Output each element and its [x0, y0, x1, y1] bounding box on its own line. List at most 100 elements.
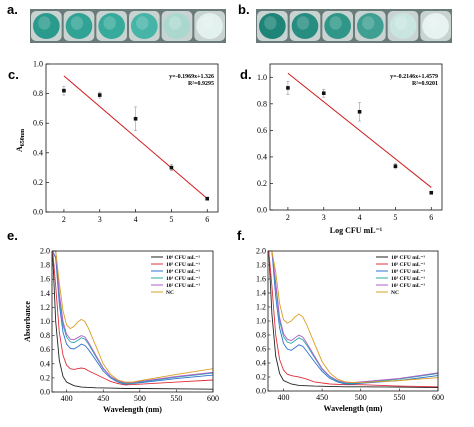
- well-highlight: [394, 16, 408, 30]
- x-tick-label: 600: [432, 393, 444, 402]
- well-highlight: [201, 16, 214, 30]
- y-tick-label: 0.6: [33, 119, 43, 128]
- data-point: [357, 109, 362, 114]
- x-tick-label: 550: [170, 394, 182, 403]
- y-tick-label: 0.0: [256, 387, 266, 396]
- plot-frame: [51, 250, 214, 393]
- well-highlight: [296, 16, 310, 30]
- chart-c: 0.0 0.2 0.4 0.6 0.8 1.0 2 3 4 5 6 y=-0.1969x+1.326R…: [15, 60, 219, 224]
- data-point: [133, 116, 138, 121]
- well-highlight: [103, 16, 116, 30]
- well-highlight: [427, 16, 440, 30]
- plate-background: [256, 9, 452, 43]
- well: [65, 13, 93, 39]
- legend-entry: NC: [391, 290, 399, 296]
- y-tick-label: 0.2: [257, 179, 267, 188]
- well-highlight: [362, 16, 375, 30]
- x-tick-label: 400: [277, 393, 289, 402]
- x-tick-label: 6: [429, 213, 433, 222]
- panel-label-b: b.: [238, 2, 250, 17]
- data-point: [286, 86, 290, 90]
- x-tick-label: 5: [169, 215, 173, 224]
- plot-frame: [267, 250, 439, 392]
- y-tick-label: 0.0: [40, 388, 50, 397]
- data-point: [429, 190, 434, 195]
- plot-frame: [269, 63, 443, 211]
- well: [357, 13, 384, 39]
- y-tick-label: 1.0: [40, 317, 50, 326]
- y-tick-label: 0.8: [257, 99, 267, 108]
- fit-r-squared: R²=0.9201: [412, 81, 438, 87]
- well: [389, 13, 417, 39]
- series-line: [52, 250, 214, 384]
- well: [422, 13, 449, 39]
- x-tick-label: 550: [393, 393, 405, 402]
- legend-entry: NC: [166, 290, 174, 296]
- well-highlight: [70, 16, 84, 30]
- panel-label-d: d.: [240, 67, 252, 82]
- plot-frame: [45, 63, 219, 213]
- legend-entry: 10⁴ CFU mL⁻¹: [166, 269, 200, 275]
- well: [196, 13, 224, 39]
- y-tick-label: 0.2: [33, 178, 43, 187]
- legend-entry: 10⁴ CFU mL⁻¹: [391, 269, 425, 275]
- y-tick-label: 0.8: [256, 331, 266, 340]
- fit-line: [63, 75, 208, 200]
- x-tick-label: 4: [358, 213, 362, 222]
- fit-equation: y=-0.1969x+1.326: [169, 74, 214, 80]
- x-tick-label: 400: [61, 394, 73, 403]
- x-tick-label: 5: [393, 213, 397, 222]
- y-tick-label: 1.8: [40, 261, 50, 270]
- y-tick-label: 2.0: [256, 247, 266, 256]
- y-tick-label: 0.6: [257, 126, 267, 135]
- data-point: [169, 165, 174, 170]
- series-line: [268, 250, 439, 384]
- y-tick-label: 1.0: [33, 60, 43, 69]
- y-axis-label: Absorbance: [23, 301, 32, 342]
- well-highlight: [329, 16, 342, 30]
- well: [291, 13, 319, 39]
- data-point: [62, 88, 66, 93]
- data-point: [97, 93, 102, 97]
- y-tick-label: 0.6: [256, 345, 266, 354]
- fit-r-squared: R²=0.9295: [188, 81, 214, 87]
- well-plate-photo-b: [256, 9, 452, 43]
- plate-background: [30, 9, 226, 43]
- x-tick-label: 4: [134, 215, 138, 224]
- legend-entry: 10⁶ CFU mL⁻¹: [166, 255, 200, 261]
- y-tick-label: 0.0: [33, 208, 43, 217]
- y-axis-label: A650nm: [15, 129, 26, 152]
- x-tick-label: 500: [134, 394, 146, 403]
- series-line: [268, 250, 439, 388]
- y-tick-label: 0.2: [40, 373, 50, 382]
- legend-entry: 10⁵ CFU mL⁻¹: [391, 262, 425, 268]
- legend-entry: 10⁶ CFU mL⁻¹: [391, 255, 425, 261]
- well-highlight: [168, 16, 182, 30]
- x-axis-label: Wavelength (nm): [324, 404, 383, 413]
- chart-f: 0.0 0.2 0.4 0.6 0.8 1.0 1.2 1.4 1.6 1.8 2.0 400 450 5…: [256, 247, 444, 414]
- well-highlight: [38, 16, 51, 30]
- fit-line: [287, 72, 432, 188]
- y-tick-label: 1.6: [40, 275, 50, 284]
- legend-entry: 10³ CFU mL⁻¹: [166, 276, 200, 282]
- series-line: [52, 254, 214, 390]
- legend-entry: 10² CFU mL⁻¹: [391, 283, 425, 289]
- y-tick-label: 1.6: [256, 275, 266, 284]
- well: [33, 13, 60, 39]
- series-line: [52, 250, 214, 384]
- series-line: [268, 250, 439, 385]
- chart-d: 0.0 0.2 0.4 0.6 0.8 1.0 2 3 4 5 6 y=-0.2146x+1.4579…: [257, 63, 443, 235]
- y-tick-label: 0.4: [257, 152, 267, 161]
- y-axis-label-sub: 650nm: [20, 129, 26, 146]
- y-tick-label: 0.6: [40, 345, 50, 354]
- panel-label-e: e.: [7, 228, 18, 243]
- x-tick-label: 500: [355, 393, 367, 402]
- well: [324, 13, 351, 39]
- y-tick-label: 0.8: [33, 89, 43, 98]
- y-tick-label: 1.4: [40, 289, 50, 298]
- well: [98, 13, 125, 39]
- series-line: [268, 250, 439, 384]
- y-tick-label: 1.0: [257, 73, 267, 82]
- y-tick-label: 1.8: [256, 261, 266, 270]
